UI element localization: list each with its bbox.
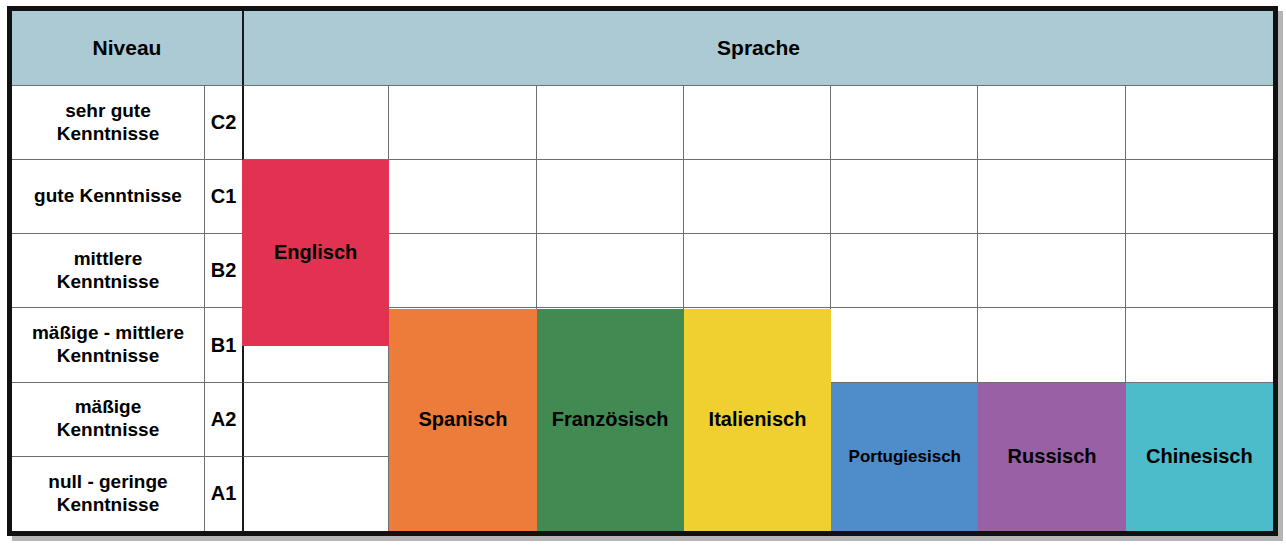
language-bar-label: Englisch <box>274 241 357 264</box>
language-bar-portugiesisch: Portugiesisch <box>831 383 978 531</box>
level-label-b1: mäßige - mittlere Kenntnisse <box>12 308 205 382</box>
level-label-a2: mäßige Kenntnisse <box>12 383 205 457</box>
level-label-b2: mittlere Kenntnisse <box>12 234 205 308</box>
language-bar-englisch: Englisch <box>242 160 389 345</box>
language-bar-spanisch: Spanisch <box>389 309 536 532</box>
level-code-b1: B1 <box>205 308 242 382</box>
niveau-sprache-table: Niveau Sprache Englisch Spanisch Französis… <box>7 6 1278 536</box>
level-code-c1: C1 <box>205 160 242 234</box>
language-bar-label: Französisch <box>552 408 669 431</box>
level-code-c2: C2 <box>205 86 242 160</box>
language-bars-overlay: Englisch Spanisch Französisch Italienisch Po… <box>242 86 1273 531</box>
language-bar-russisch: Russisch <box>978 383 1125 531</box>
language-bar-label: Italienisch <box>709 408 807 431</box>
level-label-a1: null - geringe Kenntnisse <box>12 457 205 531</box>
language-bar-label: Russisch <box>1008 445 1097 468</box>
level-code-a1: A1 <box>205 457 242 531</box>
niveau-header: Niveau <box>12 11 242 86</box>
language-bar-italienisch: Italienisch <box>684 309 831 532</box>
language-level-chart: Niveau Sprache EnglischSpanischFranzösis… <box>7 6 1268 526</box>
sprache-header: Sprache <box>242 11 1273 86</box>
level-code-a2: A2 <box>205 383 242 457</box>
level-code-b2: B2 <box>205 234 242 308</box>
language-bar-label: Chinesisch <box>1146 445 1253 468</box>
language-bar-chinesisch: Chinesisch <box>1126 383 1273 531</box>
level-label-c1: gute Kenntnisse <box>12 160 205 234</box>
level-label-c2: sehr gute Kenntnisse <box>12 86 205 160</box>
language-bar-französisch: Französisch <box>537 309 684 532</box>
language-bar-label: Spanisch <box>418 408 507 431</box>
language-bar-label: Portugiesisch <box>849 447 961 467</box>
